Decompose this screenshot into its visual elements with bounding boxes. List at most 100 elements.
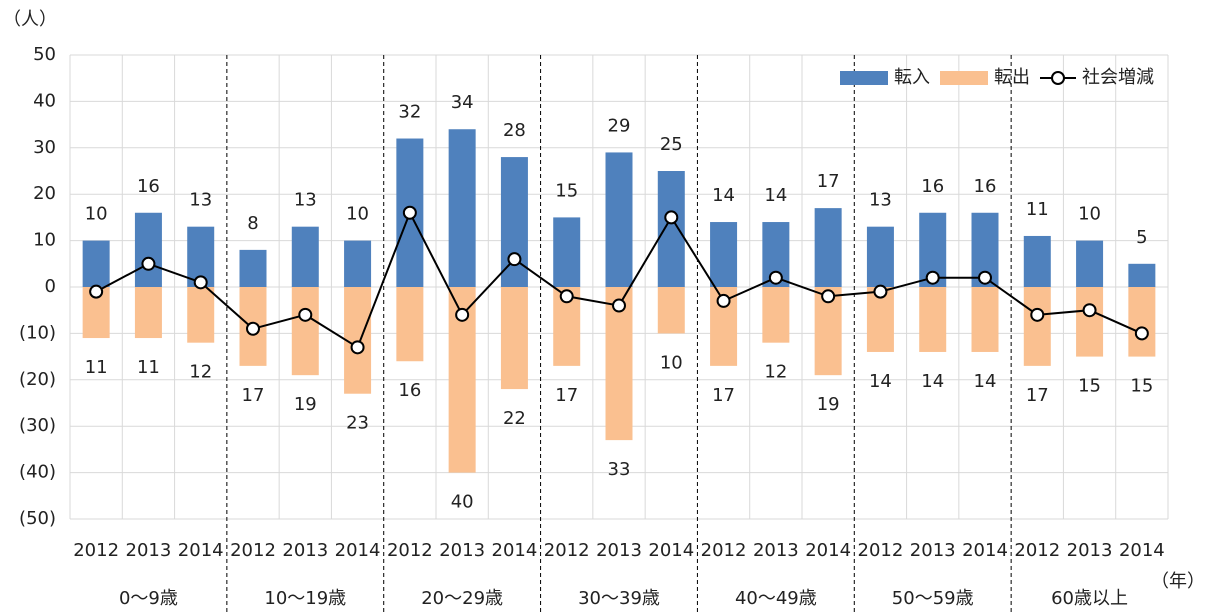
group-label: 30〜39歳 bbox=[578, 588, 660, 609]
legend-marker bbox=[1051, 71, 1065, 85]
x-tick-label: 2012 bbox=[701, 540, 747, 561]
bar bbox=[448, 129, 476, 287]
bar bbox=[605, 152, 633, 287]
y-tick-label: (20) bbox=[19, 369, 56, 390]
y-tick-label: 10 bbox=[33, 230, 56, 251]
y-tick-label: (30) bbox=[19, 415, 56, 436]
line-marker bbox=[1134, 326, 1149, 341]
line-marker bbox=[507, 252, 522, 267]
bar bbox=[1076, 240, 1104, 287]
data-label: 8 bbox=[247, 213, 258, 234]
bar bbox=[1076, 287, 1104, 357]
data-label: 15 bbox=[1130, 376, 1153, 397]
group-label: 0〜9歳 bbox=[119, 588, 178, 609]
x-tick-label: 2012 bbox=[230, 540, 276, 561]
legend-label: 社会増減 bbox=[1082, 67, 1154, 88]
data-label: 15 bbox=[1078, 376, 1101, 397]
y-tick-label: 0 bbox=[45, 276, 56, 297]
data-label: 17 bbox=[817, 171, 840, 192]
x-tick-label: 2012 bbox=[387, 540, 433, 561]
line-marker bbox=[455, 307, 470, 322]
line-marker bbox=[873, 284, 888, 299]
y-tick-label: 20 bbox=[33, 183, 56, 204]
data-label: 14 bbox=[869, 371, 892, 392]
line-marker bbox=[246, 321, 260, 336]
group-label: 50〜59歳 bbox=[892, 588, 974, 609]
x-tick-label: 2013 bbox=[439, 540, 485, 561]
x-tick-label: 2014 bbox=[962, 540, 1008, 561]
bar bbox=[82, 240, 110, 287]
legend-label: 転入 bbox=[894, 67, 930, 88]
bar bbox=[291, 226, 319, 287]
x-tick-label: 2013 bbox=[126, 540, 172, 561]
x-tick-label: 2013 bbox=[282, 540, 328, 561]
x-tick-label: 2013 bbox=[910, 540, 956, 561]
legend-label: 転出 bbox=[994, 67, 1030, 88]
data-label: 17 bbox=[1026, 385, 1049, 406]
bar bbox=[866, 226, 894, 287]
x-tick-label: 2013 bbox=[596, 540, 642, 561]
data-label: 14 bbox=[974, 371, 997, 392]
x-tick-label: 2013 bbox=[753, 540, 799, 561]
data-label: 25 bbox=[660, 134, 683, 155]
legend-swatch bbox=[940, 71, 988, 85]
line-marker bbox=[664, 210, 679, 225]
y-tick-label: (40) bbox=[19, 462, 56, 483]
x-tick-label: 2012 bbox=[544, 540, 590, 561]
line-marker bbox=[298, 307, 313, 322]
data-label: 34 bbox=[451, 92, 474, 113]
x-tick-label: 2014 bbox=[492, 540, 538, 561]
data-label: 10 bbox=[85, 204, 108, 225]
data-label: 12 bbox=[189, 362, 212, 383]
line-marker bbox=[716, 293, 731, 308]
data-label: 15 bbox=[555, 180, 578, 201]
data-label: 16 bbox=[137, 176, 160, 197]
line-marker bbox=[925, 270, 940, 285]
data-label: 10 bbox=[346, 204, 369, 225]
line-marker bbox=[193, 275, 208, 290]
data-label: 29 bbox=[608, 115, 631, 136]
x-tick-label: 2014 bbox=[805, 540, 851, 561]
data-label: 22 bbox=[503, 408, 526, 429]
data-label: 23 bbox=[346, 413, 369, 434]
bar bbox=[814, 208, 842, 287]
bar bbox=[657, 171, 685, 287]
data-label: 14 bbox=[712, 185, 735, 206]
line-marker bbox=[350, 340, 365, 355]
data-label: 13 bbox=[869, 190, 892, 211]
line-marker bbox=[1082, 303, 1097, 318]
bar bbox=[500, 157, 528, 287]
data-label: 17 bbox=[242, 385, 265, 406]
bar bbox=[239, 249, 267, 287]
bar bbox=[919, 287, 947, 352]
bar bbox=[1128, 287, 1156, 357]
data-label: 10 bbox=[1078, 204, 1101, 225]
bar bbox=[187, 287, 215, 343]
data-label: 12 bbox=[764, 362, 787, 383]
data-label: 32 bbox=[398, 102, 421, 123]
data-label: 28 bbox=[503, 120, 526, 141]
line-marker bbox=[559, 289, 574, 304]
data-label: 16 bbox=[974, 176, 997, 197]
data-label: 40 bbox=[451, 492, 474, 513]
x-tick-label: 2014 bbox=[1119, 540, 1165, 561]
data-label: 19 bbox=[817, 394, 840, 415]
group-label: 40〜49歳 bbox=[735, 588, 817, 609]
legend-swatch bbox=[840, 71, 888, 85]
line-marker bbox=[978, 270, 992, 285]
bar bbox=[762, 287, 790, 343]
x-tick-label: 2014 bbox=[648, 540, 694, 561]
data-label: 33 bbox=[608, 459, 631, 480]
x-unit-label: （年） bbox=[1151, 571, 1205, 592]
x-tick-label: 2014 bbox=[178, 540, 224, 561]
y-tick-label: (10) bbox=[19, 322, 56, 343]
group-label: 20〜29歳 bbox=[421, 588, 503, 609]
data-label: 5 bbox=[1136, 227, 1147, 248]
data-label: 16 bbox=[398, 380, 421, 401]
x-tick-label: 2014 bbox=[335, 540, 381, 561]
line-marker bbox=[821, 289, 836, 304]
group-label: 60歳以上 bbox=[1051, 588, 1128, 609]
line-marker bbox=[402, 205, 417, 220]
x-tick-label: 2012 bbox=[1014, 540, 1060, 561]
group-label: 10〜19歳 bbox=[264, 588, 346, 609]
